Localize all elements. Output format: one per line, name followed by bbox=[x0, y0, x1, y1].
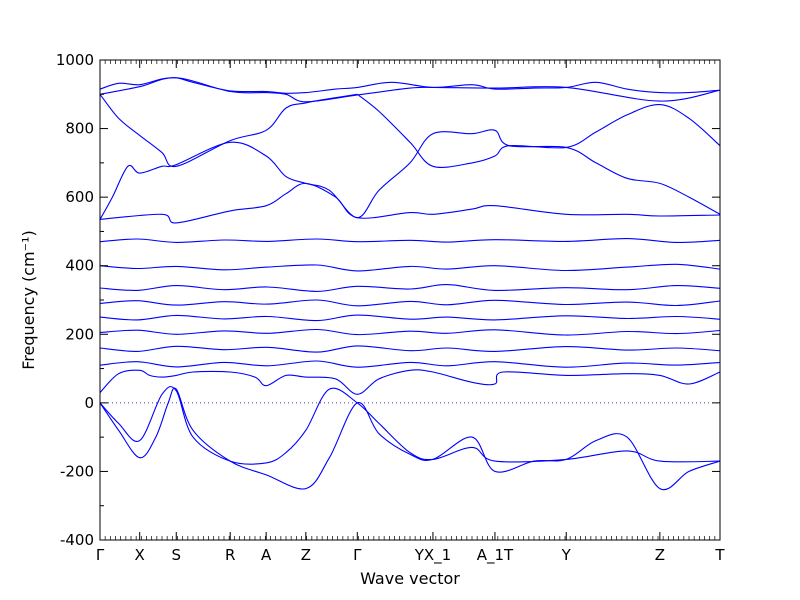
x-tick-label: A bbox=[261, 546, 272, 564]
band-line-14 bbox=[99, 360, 721, 368]
y-tick-label: -400 bbox=[60, 531, 94, 549]
band-line-2 bbox=[99, 77, 721, 103]
band-line-9 bbox=[99, 284, 721, 292]
band-line-8 bbox=[99, 263, 721, 272]
x-axis-label: Wave vector bbox=[360, 569, 460, 588]
band-line-17 bbox=[99, 387, 721, 491]
y-tick-label: 400 bbox=[65, 257, 94, 275]
band-line-13 bbox=[99, 345, 721, 353]
x-tick-label: Y bbox=[561, 546, 572, 564]
tick-layer: -400 -200 0 200 400 600 800 1000 Γ X S R A Z Γ YX_1 A_1T… bbox=[56, 51, 726, 565]
band-line-6 bbox=[99, 182, 721, 224]
band-line-11 bbox=[99, 314, 721, 322]
band-line-15 bbox=[99, 369, 721, 395]
x-tick-label: Γ bbox=[353, 546, 362, 564]
band-line-12 bbox=[99, 328, 721, 336]
y-tick-label: 800 bbox=[65, 120, 94, 138]
x-tick-label: Γ bbox=[96, 546, 105, 564]
x-tick-label: T bbox=[714, 546, 725, 564]
band-line-3 bbox=[99, 93, 358, 168]
band-line-16 bbox=[99, 386, 721, 465]
x-tick-label: Z bbox=[301, 546, 311, 564]
plot-frame bbox=[99, 59, 721, 541]
band-line-7 bbox=[99, 238, 721, 243]
y-tick-label: -200 bbox=[60, 462, 94, 480]
x-tick-label: R bbox=[225, 546, 235, 564]
y-tick-label: 600 bbox=[65, 188, 94, 206]
band-line-10 bbox=[99, 299, 721, 307]
x-tick-label: A_1T bbox=[477, 546, 514, 565]
y-tick-label: 0 bbox=[84, 394, 94, 412]
x-tick-label: Z bbox=[655, 546, 665, 564]
y-tick-label: 200 bbox=[65, 325, 94, 343]
band-line-4 bbox=[356, 93, 721, 168]
band-line-1 bbox=[99, 77, 721, 94]
series-layer bbox=[99, 77, 721, 491]
y-tick-label: 1000 bbox=[56, 51, 94, 69]
x-tick-label: X bbox=[135, 546, 145, 564]
y-axis-label: Frequency (cm⁻¹) bbox=[19, 230, 38, 369]
x-tick-label: YX_1 bbox=[414, 546, 451, 565]
x-tick-label: S bbox=[171, 546, 181, 564]
band-line-5 bbox=[99, 129, 721, 220]
